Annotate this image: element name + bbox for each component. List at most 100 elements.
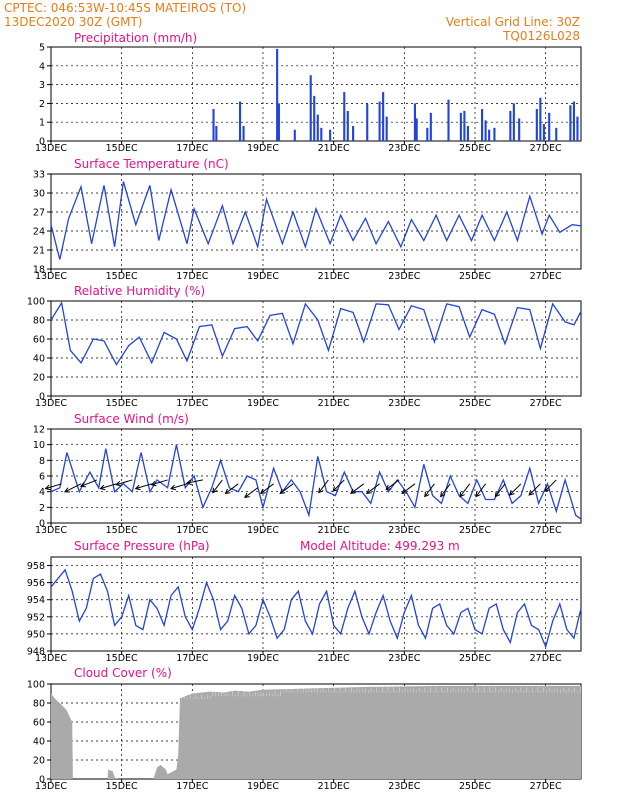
precip-bar (343, 92, 346, 141)
cloud-ytick-label: 40 (33, 737, 45, 748)
wind-arrow-head (79, 482, 86, 488)
wind-arrow (170, 483, 188, 490)
wind-xtick-label: 21DEC (318, 525, 350, 536)
wind-title: Surface Wind (m/s) (74, 412, 189, 426)
wind-arrow (509, 483, 522, 496)
wind-arrow (459, 483, 471, 497)
wind-ytick-label: 6 (39, 472, 45, 483)
wind-xtick-label: 17DEC (176, 525, 208, 536)
humidity-xtick-label: 25DEC (459, 398, 491, 409)
wind-xtick-label: 23DEC (388, 525, 420, 536)
precip-bar (466, 125, 469, 141)
cloud-ytick-label: 0 (39, 775, 45, 786)
precip-bar (426, 127, 429, 141)
wind-arrow-head (44, 484, 51, 491)
panel-wind: Surface Wind (m/s) 0 2 4 6 8 10 12 13DEC 15DEC 17… (33, 412, 582, 536)
header-vertical-grid: Vertical Grid Line: 30Z (446, 15, 580, 29)
wind-arrow-head (459, 491, 465, 498)
wind-arrow-head (134, 484, 141, 491)
pressure-xtick-label: 19DEC (247, 653, 279, 664)
temperature-ytick-label: 21 (33, 246, 45, 257)
wind-arrow-head (99, 484, 106, 491)
humidity-ytick-label: 80 (33, 316, 45, 327)
wind-arrow-head (244, 492, 250, 499)
wind-arrow-head (385, 484, 392, 491)
wind-arrow-head (115, 480, 122, 487)
wind-arrow-head (528, 490, 535, 496)
precipitation-title: Precipitation (mm/h) (74, 31, 197, 45)
precip-ytick-label: 2 (39, 99, 45, 110)
wind-ytick-label: 8 (39, 456, 45, 467)
cloud-xtick-label: 27DEC (530, 781, 562, 792)
wind-arrow (475, 483, 487, 497)
precip-xtick-label: 19DEC (247, 143, 279, 154)
precip-ytick-label: 3 (39, 80, 45, 91)
precip-ytick-label: 1 (39, 118, 45, 129)
panel-humidity: Relative Humidity (%) 0 20 40 60 80 100 13DEC 1… (27, 284, 582, 409)
precip-bar (518, 118, 521, 141)
precip-bar (276, 48, 279, 141)
wind-arrow (385, 479, 400, 490)
header-run-time: 13DEC2020 30Z (GMT) (4, 15, 142, 29)
precip-bar (313, 95, 316, 141)
wind-arrow-head (185, 479, 192, 486)
pressure-xtick-label: 27DEC (530, 653, 562, 664)
wind-arrow-head (424, 491, 430, 498)
wind-arrow (279, 483, 294, 494)
precip-ytick-label: 5 (39, 43, 45, 54)
wind-arrow (318, 479, 329, 494)
wind-arrow (332, 479, 345, 492)
wind-arrow-head (401, 488, 408, 495)
precip-ytick-label: 0 (39, 137, 45, 148)
wind-arrow-head (64, 487, 71, 493)
header-station: CPTEC: 046:53W-10:45S MATEIROS (TO) (4, 1, 246, 15)
precip-bar (329, 129, 332, 141)
precip-bar (413, 103, 416, 141)
precip-frame (50, 46, 582, 142)
wind-arrow-head (224, 488, 231, 495)
wind-ytick-label: 2 (39, 503, 45, 514)
precip-bar (242, 125, 245, 141)
humidity-frame (50, 300, 582, 397)
humidity-ytick-label: 100 (27, 297, 45, 308)
wind-series-line (50, 444, 582, 520)
humidity-xtick-label: 13DEC (35, 398, 67, 409)
humidity-title: Relative Humidity (%) (74, 284, 205, 298)
temperature-ytick-label: 18 (33, 265, 45, 276)
pressure-xtick-label: 23DEC (388, 653, 420, 664)
precip-xtick-label: 27DEC (530, 143, 562, 154)
pressure-xtick-label: 25DEC (459, 653, 491, 664)
temperature-xtick-label: 13DEC (35, 271, 67, 282)
wind-xtick-label: 25DEC (459, 525, 491, 536)
wind-xtick-label: 19DEC (247, 525, 279, 536)
precip-xtick-label: 15DEC (106, 143, 138, 154)
cloud-xtick-label: 21DEC (318, 781, 350, 792)
humidity-ytick-label: 40 (33, 354, 45, 365)
precip-xtick-label: 13DEC (35, 143, 67, 154)
wind-arrow (495, 483, 506, 497)
wind-arrow (424, 483, 435, 497)
precip-bar (572, 101, 575, 141)
wind-arrow-head (365, 488, 372, 495)
wind-arrow-head (350, 488, 356, 495)
wind-arrow-head (150, 480, 157, 487)
temperature-xtick-label: 23DEC (388, 271, 420, 282)
temperature-title: Surface Temperature (nC) (74, 157, 229, 171)
cloud-ytick-label: 100 (27, 680, 45, 691)
precip-bar (481, 109, 484, 141)
precip-bar (488, 129, 491, 141)
precip-bar (447, 99, 450, 141)
precip-bar (238, 101, 242, 141)
precip-bar (382, 92, 385, 141)
wind-ytick-label: 10 (33, 440, 45, 451)
wind-arrow-head (508, 490, 515, 496)
humidity-xtick-label: 19DEC (247, 398, 279, 409)
wind-ytick-label: 0 (39, 519, 45, 530)
humidity-ytick-label: 60 (33, 335, 45, 346)
wind-arrow (225, 483, 239, 494)
wind-arrow (186, 479, 204, 484)
precip-bar (378, 101, 381, 141)
precip-bar (352, 125, 355, 141)
panel-precipitation: Precipitation (mm/h) 0 1 2 3 4 5 13DEC 15DEC 17D… (35, 31, 582, 154)
